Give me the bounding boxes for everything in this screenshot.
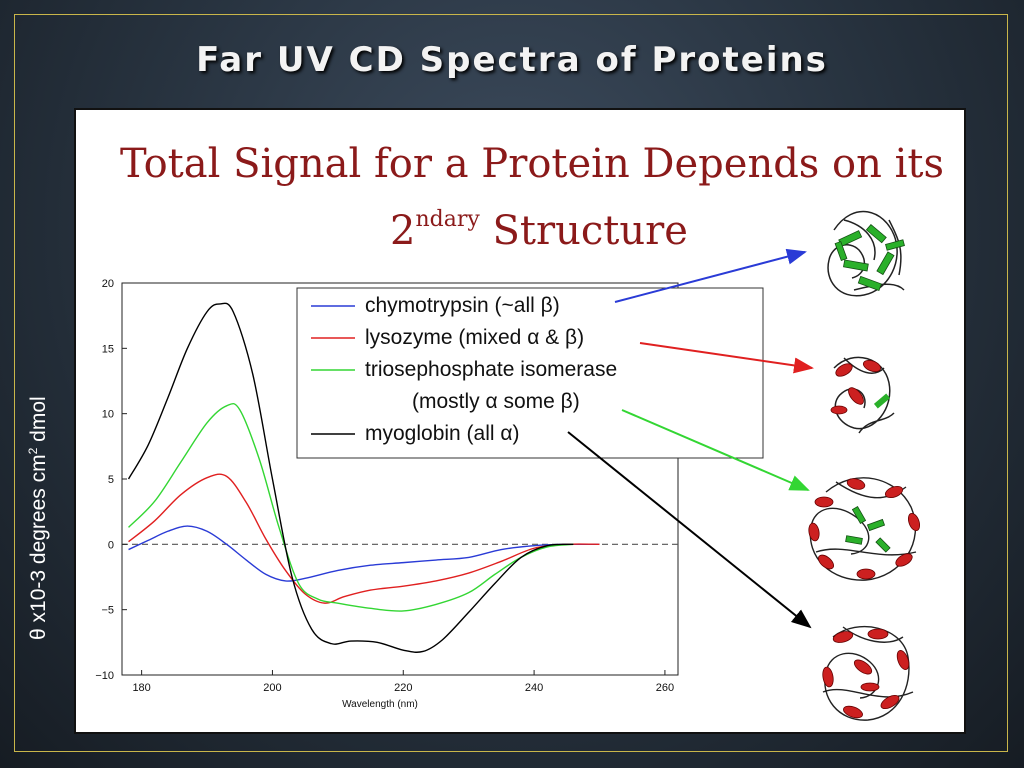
y-tick-label: 5 (108, 474, 114, 486)
triosephosphate-isomerase-line (128, 402, 574, 612)
x-tick-label: 220 (394, 682, 412, 694)
y-axis-label: θ x10-3 degrees cm2 dmol (26, 396, 51, 640)
myoglobin-line (127, 302, 574, 653)
chymotrypsin-line (128, 525, 600, 582)
legend-box (296, 287, 764, 459)
arrow-chymotrypsin (614, 248, 807, 303)
lysozyme-structure-icon (830, 356, 895, 434)
y-tick-label: 10 (102, 409, 114, 421)
y-tick-label: −5 (101, 605, 114, 617)
arrow-lysozyme (639, 342, 814, 374)
y-axis-label-main: x10-3 degrees cm (27, 454, 50, 623)
headline-superscript: ndary (415, 207, 480, 232)
slide-title: Far UV CD Spectra of Proteins (196, 40, 828, 80)
legend-item-lysozyme: lysozyme (mixed α & β) (365, 326, 584, 349)
y-tick-label: 20 (102, 278, 114, 290)
headline-word: Structure (492, 208, 688, 254)
arrow-myoglobin (567, 431, 812, 629)
x-tick-label: 240 (525, 682, 543, 694)
x-tick-label: 200 (263, 682, 281, 694)
headline-line1: Total Signal for a Protein Depends on it… (120, 141, 945, 187)
headline-prefix: 2 (390, 208, 416, 254)
x-tick-label: 180 (132, 682, 150, 694)
legend-item-myoglobin: myoglobin (all α) (365, 422, 520, 445)
figure-headline: Total Signal for a Protein Depends on it… (120, 136, 960, 259)
legend-item-chymotrypsin: chymotrypsin (~all β) (365, 294, 560, 317)
slide-border (14, 14, 1008, 752)
legend-item-triosephosphate-isomerase: triosephosphate isomerase (365, 358, 617, 381)
x-tick-label: 260 (656, 682, 674, 694)
arrow-triosephosphate-isomerase (621, 409, 810, 491)
y-tick-label: 0 (108, 539, 114, 551)
legend-item-triosephosphate-isomerase-note: (mostly α some β) (412, 390, 580, 413)
y-axis-label-sup: 2 (26, 447, 40, 455)
headline-line2: 2ndary Structure (120, 192, 960, 259)
chymotrypsin-structure-icon (827, 210, 905, 297)
y-tick-label: −10 (95, 670, 114, 682)
y-axis-label-tail: dmol (27, 396, 50, 448)
y-tick-label: 15 (102, 343, 114, 355)
x-axis-label: Wavelength (nm) (342, 699, 418, 710)
lysozyme-line (128, 473, 600, 604)
triosephosphate-isomerase-structure-icon (808, 477, 921, 581)
myoglobin-structure-icon (822, 625, 914, 721)
y-axis-symbol: θ (27, 628, 50, 640)
